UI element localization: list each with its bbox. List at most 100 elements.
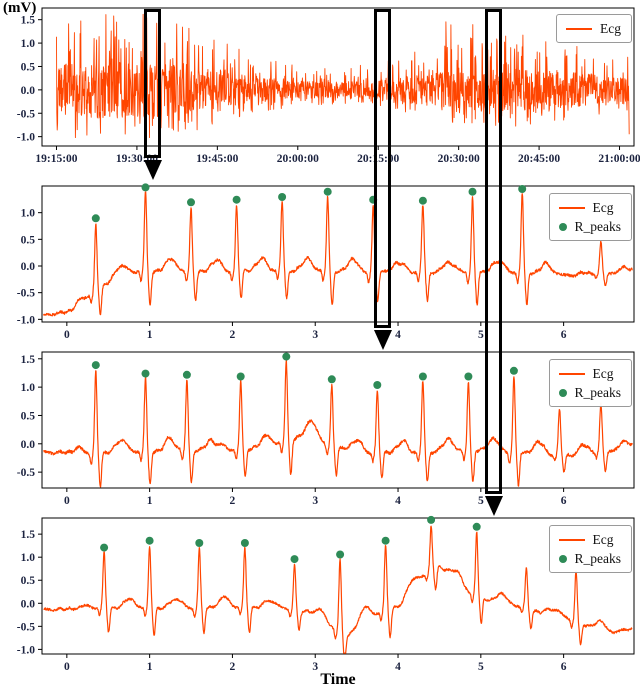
- r-peak-dot-swatch: [558, 554, 567, 563]
- r-peak-marker: [187, 198, 195, 207]
- r-peak-marker: [518, 185, 527, 193]
- y-tick-label: -1.0: [17, 132, 35, 144]
- legend-overview: Ecg: [556, 14, 632, 43]
- r-peak-marker: [240, 539, 249, 547]
- y-tick-label: 0.0: [21, 261, 36, 273]
- y-tick-label: -1.0: [17, 644, 35, 656]
- y-tick-label: 0.5: [21, 410, 36, 422]
- legend-row-ecg: Ecg: [558, 364, 622, 383]
- x-tick-label: 19:45:00: [196, 153, 238, 165]
- x-tick-label: 5: [478, 495, 484, 507]
- r-peak-marker: [509, 366, 518, 375]
- r-peak-marker: [427, 515, 436, 524]
- ecg-line-swatch: [558, 538, 585, 541]
- x-tick-label: 6: [561, 661, 567, 673]
- x-tick-label: 0: [64, 495, 70, 507]
- ecg-trace-ecg-zoom-2: [43, 359, 633, 488]
- x-tick-label: 20:30:00: [438, 153, 480, 165]
- r-peak-marker: [468, 187, 477, 196]
- r-peak-marker: [141, 369, 150, 378]
- r-peak-marker: [472, 522, 481, 531]
- r-peak-marker: [418, 372, 427, 381]
- r-peak-marker: [418, 196, 427, 205]
- y-tick-label: -0.5: [17, 467, 35, 479]
- highlight-box-1: [144, 9, 162, 158]
- r-peak-marker: [195, 539, 204, 547]
- y-tick-label: 0.5: [21, 234, 36, 246]
- r-peak-marker: [182, 370, 191, 379]
- r-peak-marker: [373, 381, 382, 389]
- y-tick-label: 0.0: [21, 598, 36, 610]
- axes-frame-ecg-zoom-3: [41, 517, 635, 655]
- r-peak-marker: [464, 372, 473, 381]
- x-tick-label: 20:00:00: [277, 153, 319, 165]
- legend-row-rpeaks: R_peaks: [558, 549, 622, 568]
- legend-zoom-2: Ecg R_peaks: [548, 359, 632, 407]
- ecg-line-swatch: [558, 206, 585, 209]
- legend-label-ecg: Ecg: [592, 532, 614, 547]
- legend-label-ecg: Ecg: [600, 21, 621, 36]
- highlight-box-3: [485, 9, 503, 494]
- r-peak-marker: [282, 352, 291, 361]
- highlight-arrow-3: [484, 496, 503, 516]
- r-peak-marker: [278, 193, 287, 201]
- x-tick-label: 3: [312, 329, 318, 341]
- x-tick-label: 0: [64, 661, 70, 673]
- x-tick-label: 2: [230, 495, 236, 507]
- r-peak-marker: [290, 555, 299, 564]
- legend-zoom-1: Ecg R_peaks: [548, 193, 632, 241]
- y-tick-label: 1.5: [21, 529, 36, 541]
- axes-frame-ecg-zoom-1: [41, 185, 635, 323]
- y-tick-label: 1.0: [21, 208, 36, 220]
- y-tick-label: -0.5: [17, 108, 35, 120]
- x-tick-label: 5: [478, 661, 484, 673]
- legend-zoom-3: Ecg R_peaks: [548, 525, 632, 573]
- y-tick-label: -1.0: [17, 314, 35, 326]
- y-tick-label: -0.5: [17, 621, 35, 633]
- x-tick-label: 19:15:00: [35, 153, 77, 165]
- r-peak-marker: [91, 361, 100, 370]
- axes-frame-ecg-overview: [41, 7, 635, 147]
- r-peak-marker: [145, 536, 154, 545]
- axes-frame-ecg-zoom-2: [41, 351, 635, 489]
- x-tick-label: 4: [395, 661, 401, 673]
- legend-label-rpeaks: R_peaks: [574, 219, 622, 234]
- x-tick-label: 1: [147, 329, 153, 341]
- x-tick-label: 20:45:00: [518, 153, 560, 165]
- x-tick-label: 21:00:00: [598, 153, 640, 165]
- legend-row-ecg: Ecg: [558, 198, 622, 217]
- r-peak-marker: [100, 543, 109, 552]
- ecg-line-swatch: [558, 372, 585, 375]
- r-peak-marker: [91, 214, 100, 223]
- ecg-trace-ecg-zoom-3: [43, 525, 633, 654]
- x-tick-label: 1: [147, 661, 153, 673]
- x-tick-label: 3: [312, 661, 318, 673]
- ecg-line-swatch: [566, 27, 592, 30]
- r-peak-marker: [236, 372, 245, 381]
- r-peak-marker: [141, 183, 150, 192]
- legend-label-rpeaks: R_peaks: [574, 551, 622, 566]
- ecg-trace-ecg-overview: [56, 13, 630, 139]
- r-peak-marker: [381, 536, 390, 545]
- x-tick-label: 2: [230, 329, 236, 341]
- r-peak-marker: [327, 375, 336, 384]
- x-tick-label: 6: [561, 495, 567, 507]
- highlight-box-2: [374, 9, 392, 328]
- legend-row-ecg: Ecg: [558, 530, 622, 549]
- y-tick-label: 0.5: [21, 61, 36, 73]
- r-peak-marker: [323, 187, 332, 196]
- r-peak-marker: [336, 550, 345, 559]
- x-tick-label: 2: [230, 661, 236, 673]
- x-tick-label: 6: [561, 329, 567, 341]
- x-tick-label: 5: [478, 329, 484, 341]
- y-tick-label: 1.5: [21, 354, 36, 366]
- legend-row-rpeaks: R_peaks: [558, 383, 622, 402]
- legend-label-ecg: Ecg: [592, 366, 614, 381]
- legend-label-rpeaks: R_peaks: [574, 385, 622, 400]
- x-tick-label: 3: [312, 495, 318, 507]
- y-tick-label: -0.5: [17, 288, 35, 300]
- x-tick-label: 1: [147, 495, 153, 507]
- y-tick-label: 1.0: [21, 552, 36, 564]
- legend-label-ecg: Ecg: [592, 200, 614, 215]
